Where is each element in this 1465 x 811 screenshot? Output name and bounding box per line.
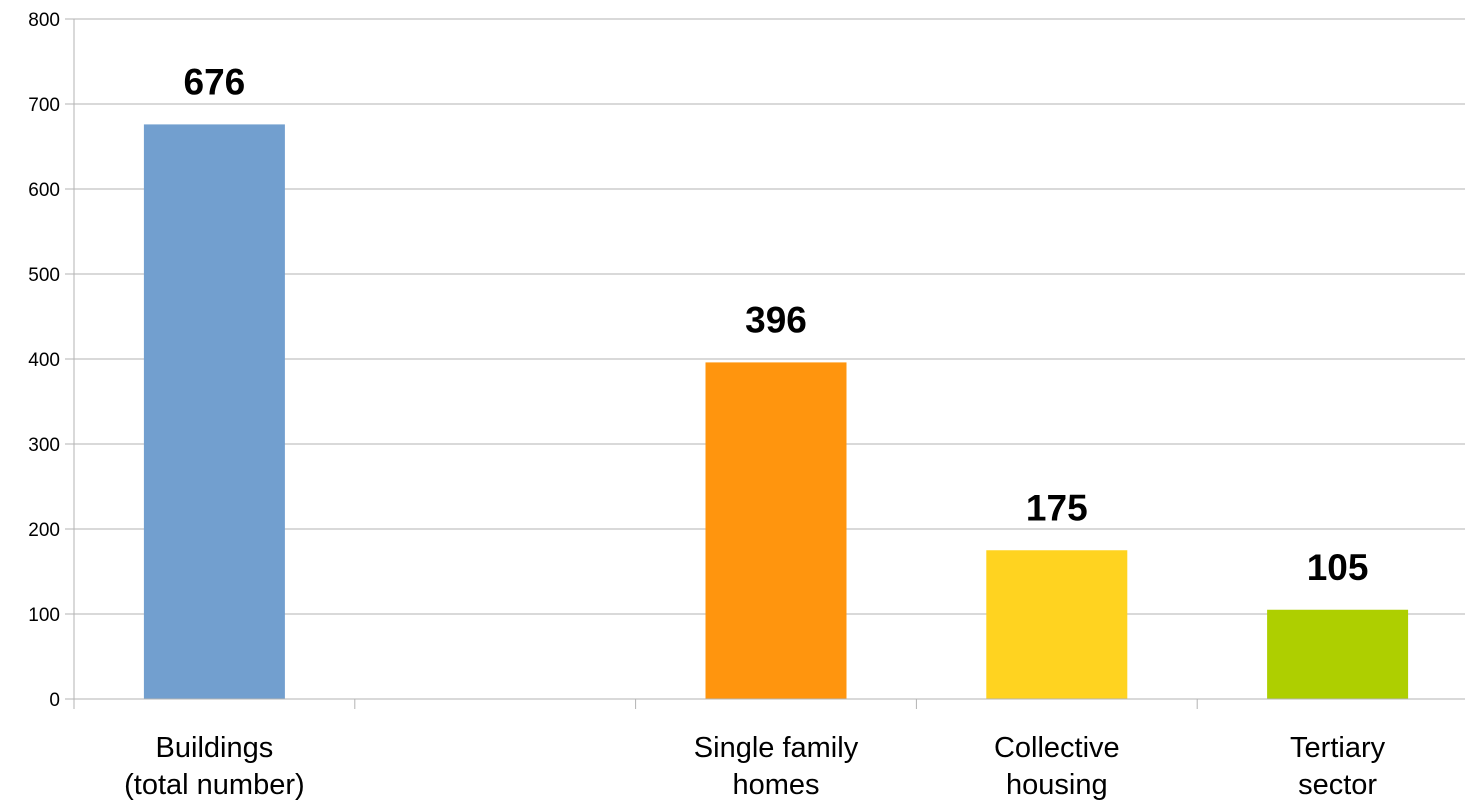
- x-tick-label: housing: [1006, 769, 1108, 801]
- y-tick-label: 0: [49, 690, 60, 711]
- x-tick-label: Collective: [994, 732, 1120, 764]
- x-tick-label: (total number): [124, 769, 305, 801]
- y-tick-label: 300: [28, 435, 60, 456]
- y-tick-label: 100: [28, 605, 60, 626]
- x-tick-label: Tertiary: [1290, 732, 1386, 764]
- y-tick-label: 600: [28, 180, 60, 201]
- x-tick-label: Single family: [694, 732, 859, 764]
- axes: [65, 18, 1465, 709]
- bars: [143, 124, 1409, 699]
- y-tick-label: 400: [28, 350, 60, 371]
- data-label: 396: [745, 299, 807, 340]
- labels: 0 100 200 300 400 500 600 700 800 676 Buildings (to…: [28, 10, 1385, 801]
- y-tick-label: 200: [28, 520, 60, 541]
- bar: [705, 362, 847, 699]
- y-tick-label: 800: [28, 10, 60, 31]
- data-label: 175: [1026, 487, 1088, 528]
- bar: [986, 550, 1128, 699]
- data-label: 105: [1307, 547, 1369, 588]
- data-label: 676: [184, 61, 246, 102]
- bar: [143, 124, 285, 699]
- x-tick-label: homes: [732, 769, 819, 801]
- y-tick-label: 500: [28, 265, 60, 286]
- x-tick-label: Buildings: [156, 732, 274, 764]
- y-tick-label: 700: [28, 95, 60, 116]
- bar: [1267, 609, 1409, 699]
- x-tick-label: sector: [1298, 769, 1377, 801]
